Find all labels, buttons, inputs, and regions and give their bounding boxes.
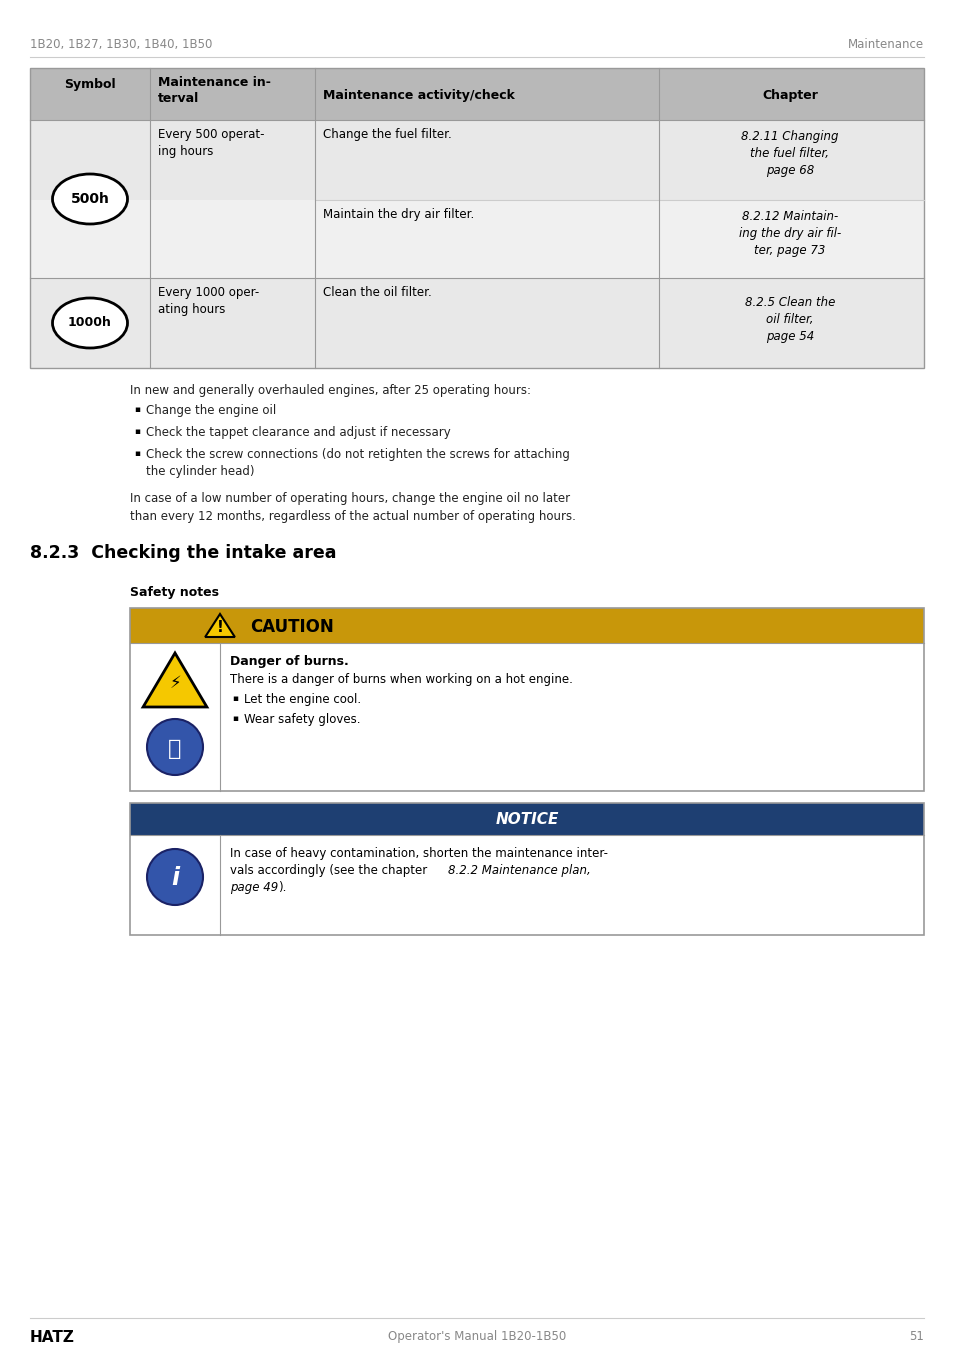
Text: 1B20, 1B27, 1B30, 1B40, 1B50: 1B20, 1B27, 1B30, 1B40, 1B50 — [30, 38, 213, 51]
Text: !: ! — [216, 620, 223, 635]
Text: ▪: ▪ — [133, 405, 140, 414]
Circle shape — [147, 719, 203, 774]
Text: Let the engine cool.: Let the engine cool. — [244, 693, 361, 705]
Text: HATZ: HATZ — [30, 1330, 74, 1345]
Text: ▪: ▪ — [232, 714, 238, 723]
Text: Wear safety gloves.: Wear safety gloves. — [244, 714, 360, 726]
Text: CAUTION: CAUTION — [250, 617, 334, 635]
Text: 500h: 500h — [71, 192, 110, 206]
Text: page 49: page 49 — [230, 881, 278, 894]
Bar — [130, 803, 923, 936]
Text: Danger of burns.: Danger of burns. — [230, 655, 349, 668]
Text: Maintenance: Maintenance — [847, 38, 923, 51]
Text: In case of a low number of operating hours, change the engine oil no later
than : In case of a low number of operating hou… — [130, 492, 576, 523]
Text: 8.2.12 Maintain-
ing the dry air fil-
ter, page 73: 8.2.12 Maintain- ing the dry air fil- te… — [739, 210, 841, 257]
Bar — [30, 278, 923, 368]
Text: Check the tappet clearance and adjust if necessary: Check the tappet clearance and adjust if… — [146, 427, 450, 439]
Text: Maintenance in-
terval: Maintenance in- terval — [158, 76, 271, 106]
Text: Change the engine oil: Change the engine oil — [146, 403, 276, 417]
Text: Clean the oil filter.: Clean the oil filter. — [323, 286, 432, 299]
Text: Every 1000 oper-
ating hours: Every 1000 oper- ating hours — [158, 286, 259, 315]
Text: In case of heavy contamination, shorten the maintenance inter-: In case of heavy contamination, shorten … — [230, 848, 607, 860]
Text: Maintain the dry air filter.: Maintain the dry air filter. — [323, 209, 474, 221]
Bar — [30, 68, 923, 368]
Text: 51: 51 — [908, 1330, 923, 1343]
Bar — [30, 68, 923, 121]
Bar — [30, 121, 923, 200]
Bar — [130, 608, 923, 643]
Text: Check the screw connections (do not retighten the screws for attaching
the cylin: Check the screw connections (do not reti… — [146, 448, 569, 478]
Text: ).: ). — [277, 881, 286, 894]
Text: Every 500 operat-
ing hours: Every 500 operat- ing hours — [158, 129, 264, 158]
Bar — [130, 803, 923, 835]
Text: In new and generally overhauled engines, after 25 operating hours:: In new and generally overhauled engines,… — [130, 385, 531, 397]
Text: ▪: ▪ — [133, 427, 140, 436]
Polygon shape — [143, 653, 207, 707]
Circle shape — [147, 849, 203, 904]
Text: ⚡: ⚡ — [169, 674, 181, 692]
Text: ▪: ▪ — [232, 695, 238, 703]
Text: Chapter: Chapter — [761, 89, 817, 103]
Text: ▪: ▪ — [133, 450, 140, 458]
Text: Symbol: Symbol — [64, 79, 115, 91]
Text: vals accordingly (see the chapter: vals accordingly (see the chapter — [230, 864, 431, 877]
Text: There is a danger of burns when working on a hot engine.: There is a danger of burns when working … — [230, 673, 572, 686]
Polygon shape — [205, 613, 234, 636]
Text: 8.2.3  Checking the intake area: 8.2.3 Checking the intake area — [30, 544, 336, 562]
Bar — [30, 200, 923, 278]
Text: 8.2.5 Clean the
oil filter,
page 54: 8.2.5 Clean the oil filter, page 54 — [744, 297, 834, 343]
Text: i: i — [171, 867, 179, 890]
Text: Change the fuel filter.: Change the fuel filter. — [323, 129, 452, 141]
Text: Operator's Manual 1B20-1B50: Operator's Manual 1B20-1B50 — [388, 1330, 565, 1343]
Bar — [130, 643, 923, 791]
Text: 8.2.11 Changing
the fuel filter,
page 68: 8.2.11 Changing the fuel filter, page 68 — [740, 130, 838, 177]
Text: 8.2.2 Maintenance plan,: 8.2.2 Maintenance plan, — [448, 864, 590, 877]
Text: NOTICE: NOTICE — [495, 812, 558, 827]
Text: Safety notes: Safety notes — [130, 586, 219, 598]
Text: 1000h: 1000h — [68, 317, 112, 329]
Text: 🤚: 🤚 — [168, 739, 181, 760]
Ellipse shape — [52, 298, 128, 348]
Bar — [130, 608, 923, 791]
Bar — [130, 835, 923, 936]
Ellipse shape — [52, 175, 128, 223]
Text: Maintenance activity/check: Maintenance activity/check — [323, 89, 515, 103]
